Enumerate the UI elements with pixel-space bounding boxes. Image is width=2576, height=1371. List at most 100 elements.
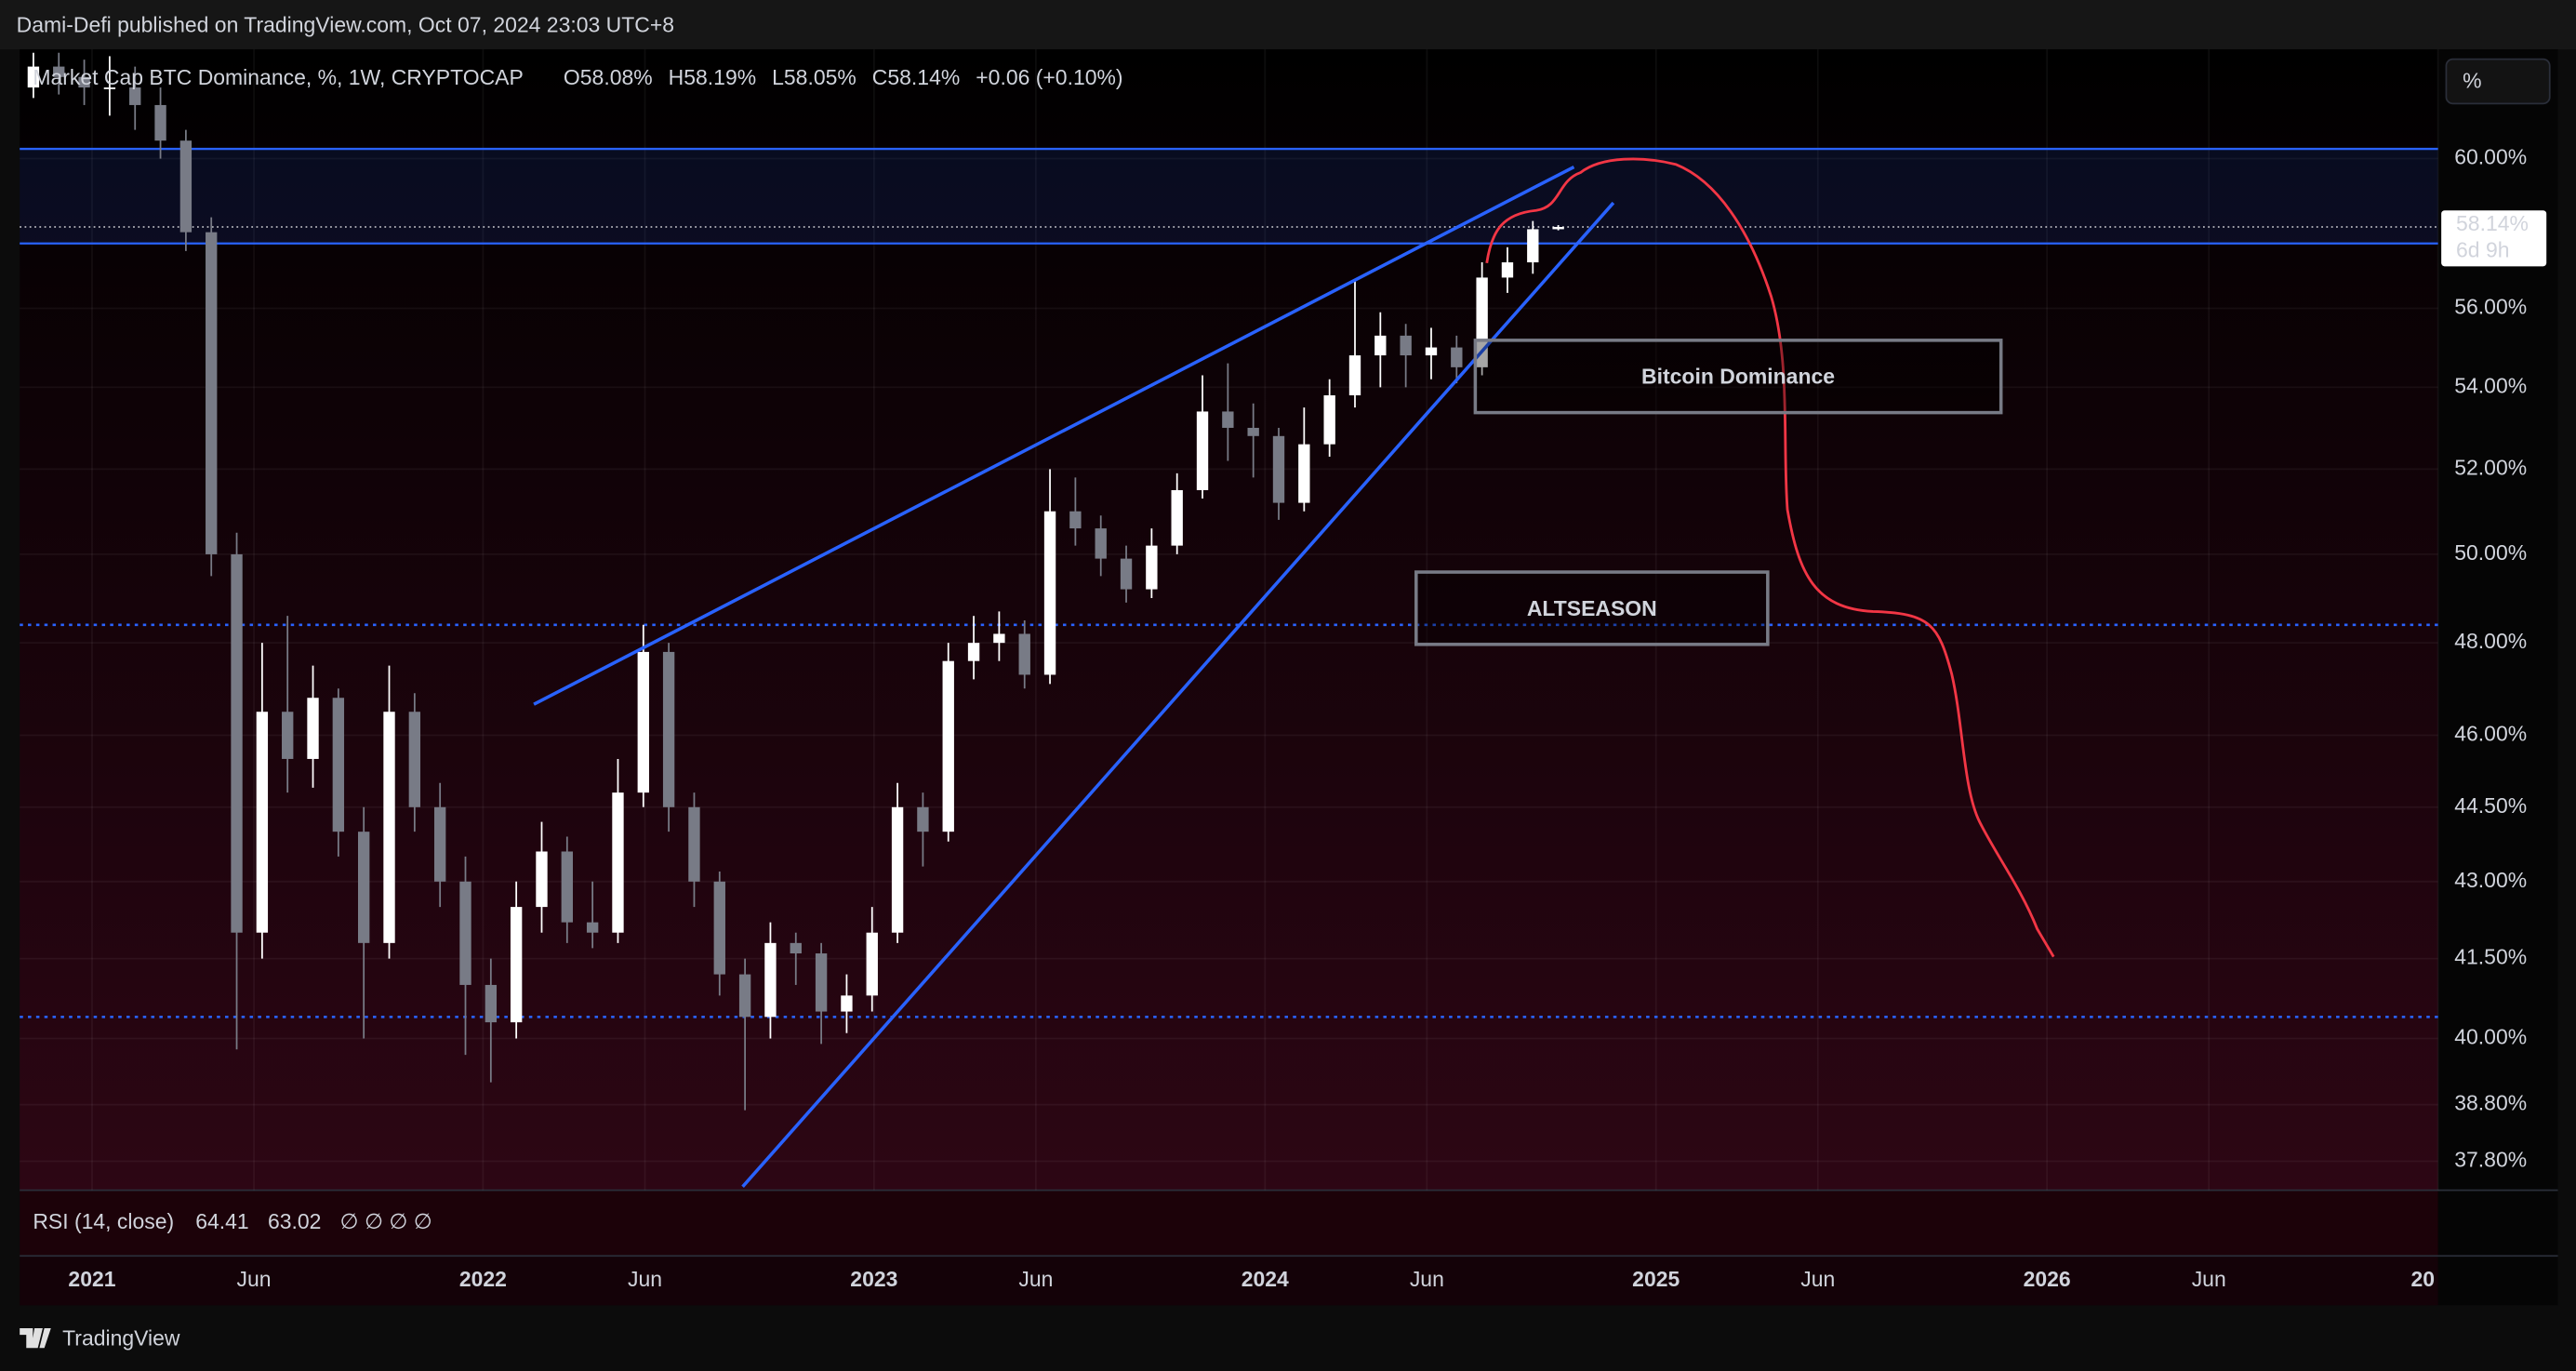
rsi-extra: ∅ ∅ ∅ ∅ [340, 1209, 432, 1233]
low-label: L58.05% [772, 65, 856, 89]
x-tick-label: Jun [237, 1267, 272, 1291]
candle-body [1348, 355, 1361, 396]
price-label-box [2441, 210, 2547, 267]
candle-body [485, 984, 498, 1023]
candle-body [332, 698, 345, 832]
candle-body [1527, 229, 1539, 263]
high-label: H58.19% [669, 65, 756, 89]
x-tick-label: Jun [1800, 1267, 1835, 1291]
y-tick-label: 41.50% [2454, 945, 2527, 969]
candle-body [1171, 489, 1183, 546]
candle-body [1476, 277, 1488, 367]
candle-body [1501, 262, 1514, 278]
candle-body [637, 651, 649, 793]
candle-body [612, 792, 624, 933]
candle-body [764, 942, 777, 1018]
annotation: Bitcoin Dominance [1641, 365, 1835, 389]
candle-body [1272, 435, 1285, 503]
price-label: 58.14% [2456, 211, 2529, 235]
open-label: O58.08% [564, 65, 653, 89]
candle-body [993, 633, 1005, 644]
y-tick-label: 48.00% [2454, 629, 2527, 653]
candle-body [307, 698, 319, 759]
x-tick-label: 2022 [459, 1267, 507, 1291]
trendline [741, 201, 1615, 1189]
y-tick-label: 60.00% [2454, 145, 2527, 169]
candle-body [1400, 335, 1412, 356]
candle-body [1425, 347, 1438, 356]
y-tick-label: 50.00% [2454, 540, 2527, 565]
x-tick-label: 20 [2411, 1267, 2436, 1291]
annotation-box [1473, 339, 2003, 415]
candle-body [27, 66, 40, 88]
candle-body [662, 651, 675, 807]
top-bar [0, 0, 2576, 50]
candle-body [1069, 511, 1082, 529]
countdown-label: 6d 9h [2456, 237, 2509, 261]
candle-body [1018, 633, 1030, 675]
annotation-box [1414, 570, 1770, 646]
candle-body [713, 881, 725, 975]
candle-body [282, 712, 294, 759]
candle-body [206, 232, 218, 554]
x-tick-label: 2026 [2024, 1267, 2071, 1291]
candle-body [1552, 227, 1564, 230]
candle-body [738, 974, 751, 1018]
rsi-label: RSI (14, close) [33, 1209, 174, 1233]
candle-body [891, 806, 904, 933]
y-tick-label: 54.00% [2454, 373, 2527, 397]
candle-body [1323, 395, 1335, 445]
y-tick-label: 52.00% [2454, 455, 2527, 479]
candle-body [917, 806, 929, 832]
candle-body [1222, 411, 1234, 428]
scale-button[interactable] [2445, 58, 2551, 105]
y-tick-label: 56.00% [2454, 295, 2527, 319]
candle-body [1196, 411, 1209, 490]
candle-body [841, 995, 853, 1012]
candle-body [1120, 558, 1133, 590]
y-tick-label: 46.00% [2454, 722, 2527, 746]
rsi-pane [20, 1190, 2438, 1257]
candle-body [1298, 444, 1310, 503]
candle-body [433, 806, 446, 882]
candle-body [103, 87, 116, 89]
rsi-value: 64.41 [195, 1209, 248, 1233]
change-label: +0.06 (+0.10%) [976, 65, 1122, 89]
candle-body [459, 881, 471, 985]
y-tick-label: 40.00% [2454, 1025, 2527, 1049]
candle-body [231, 553, 243, 933]
series-title: Market Cap BTC Dominance, %, 1W, CRYPTOC… [33, 65, 523, 89]
candle-body [688, 806, 700, 882]
x-tick-label: 2023 [850, 1267, 897, 1291]
ohlc-legend: O58.08% H58.19% L58.05% C58.14% +0.06 (+… [564, 65, 1123, 89]
scale-button-label[interactable]: % [2463, 68, 2481, 92]
candle-body [790, 942, 802, 954]
candle-body [1043, 511, 1056, 675]
candle-body [536, 851, 548, 908]
annotation: ALTSEASON [1527, 596, 1657, 620]
y-tick-label: 38.80% [2454, 1091, 2527, 1115]
candle-body [1247, 427, 1259, 436]
x-tick-label: Jun [1410, 1267, 1444, 1291]
y-tick-label: 43.00% [2454, 868, 2527, 892]
brand: TradingView [62, 1325, 180, 1350]
candle-body [256, 712, 269, 933]
candle-body [78, 76, 90, 88]
candle-body [967, 643, 980, 661]
x-tick-label: Jun [628, 1267, 662, 1291]
candle-body [1374, 335, 1387, 356]
trendline [533, 165, 1575, 706]
candle-body [510, 907, 523, 1023]
candle-body [1146, 545, 1158, 590]
brand-logo: TradingView [20, 1325, 180, 1350]
candle-body [1095, 528, 1107, 559]
x-tick-label: 2024 [1242, 1267, 1289, 1291]
x-tick-label: 2025 [1632, 1267, 1680, 1291]
candle-body [815, 953, 828, 1012]
candle-body [154, 104, 166, 141]
candle-body [408, 712, 421, 807]
plot-area [20, 49, 2438, 1191]
y-tick-label: 44.50% [2454, 793, 2527, 818]
